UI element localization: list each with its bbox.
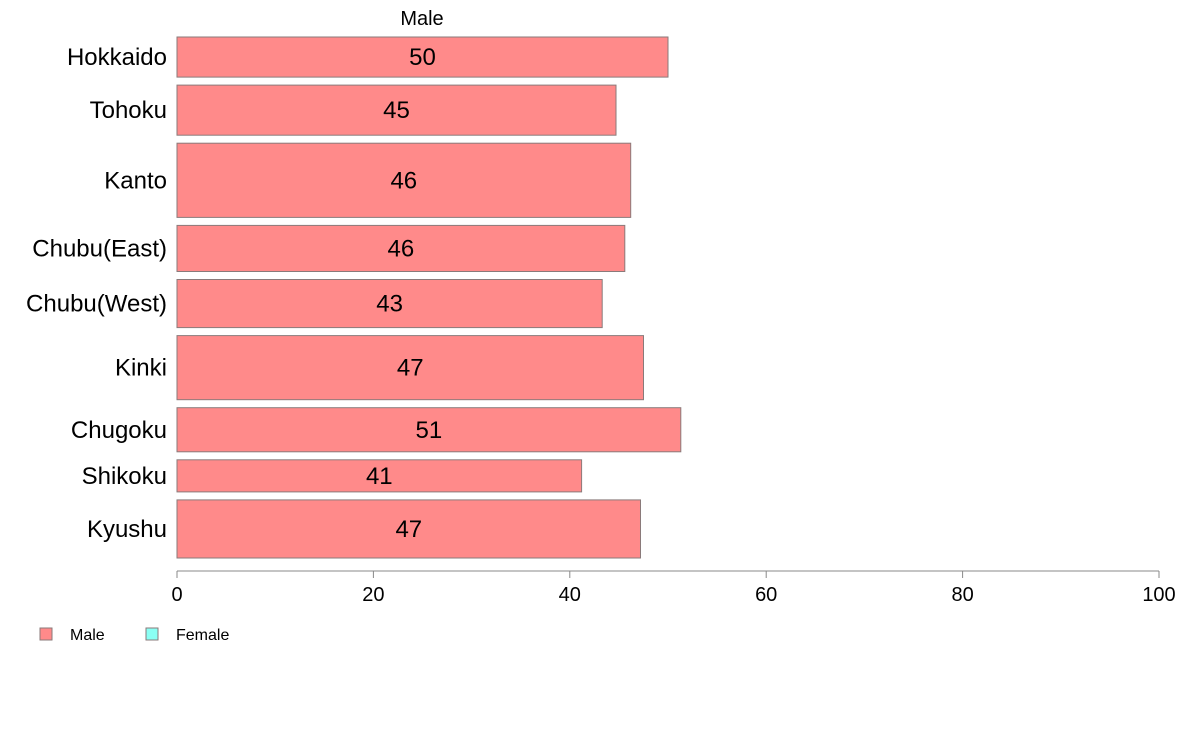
x-tick-label: 100	[1142, 584, 1175, 606]
value-label: 46	[390, 167, 417, 194]
legend: Male Female	[39, 627, 229, 644]
bar-hokkaido	[176, 36, 669, 78]
x-axis: 0 20 40 60 80 100	[171, 570, 1176, 606]
legend-label-male: Male	[70, 627, 105, 644]
bar-chubu-east	[176, 224, 626, 272]
value-label: 46	[388, 235, 415, 262]
bar-kanto	[176, 142, 632, 218]
bar-kyushu	[176, 499, 641, 559]
category-label: Chugoku	[71, 417, 167, 444]
value-label: 45	[383, 97, 410, 124]
x-tick-label: 40	[559, 584, 581, 606]
category-label: Chubu(East)	[32, 235, 167, 262]
bar-shikoku	[176, 459, 583, 493]
legend-swatch-male	[39, 627, 53, 641]
category-label: Hokkaido	[67, 44, 167, 71]
category-label: Tohoku	[90, 97, 167, 124]
value-label: 50	[409, 44, 436, 71]
legend-swatch-female	[145, 627, 159, 641]
x-tick-label: 20	[362, 584, 384, 606]
x-tick-label: 0	[171, 584, 182, 606]
category-label: Kanto	[104, 167, 167, 194]
bars-group: Hokkaido 50 Tohoku 45 Kanto 46 Chubu(East) 46 Ch…	[26, 36, 682, 559]
value-label: 51	[416, 417, 443, 444]
value-label: 47	[395, 516, 422, 543]
value-label: 41	[366, 463, 393, 490]
category-label: Shikoku	[82, 463, 167, 490]
x-tick-label: 80	[951, 584, 973, 606]
panel-title: Male	[400, 8, 443, 30]
value-label: 43	[376, 291, 403, 318]
category-label: Kyushu	[87, 516, 167, 543]
bar-kinki	[176, 335, 644, 401]
x-tick-label: 60	[755, 584, 777, 606]
category-label: Kinki	[115, 355, 167, 382]
bar-tohoku	[176, 84, 617, 136]
category-label: Chubu(West)	[26, 291, 167, 318]
bar-chugoku	[176, 407, 682, 453]
bar-chubu-west	[176, 279, 603, 329]
value-label: 47	[397, 355, 424, 382]
legend-label-female: Female	[176, 627, 229, 644]
